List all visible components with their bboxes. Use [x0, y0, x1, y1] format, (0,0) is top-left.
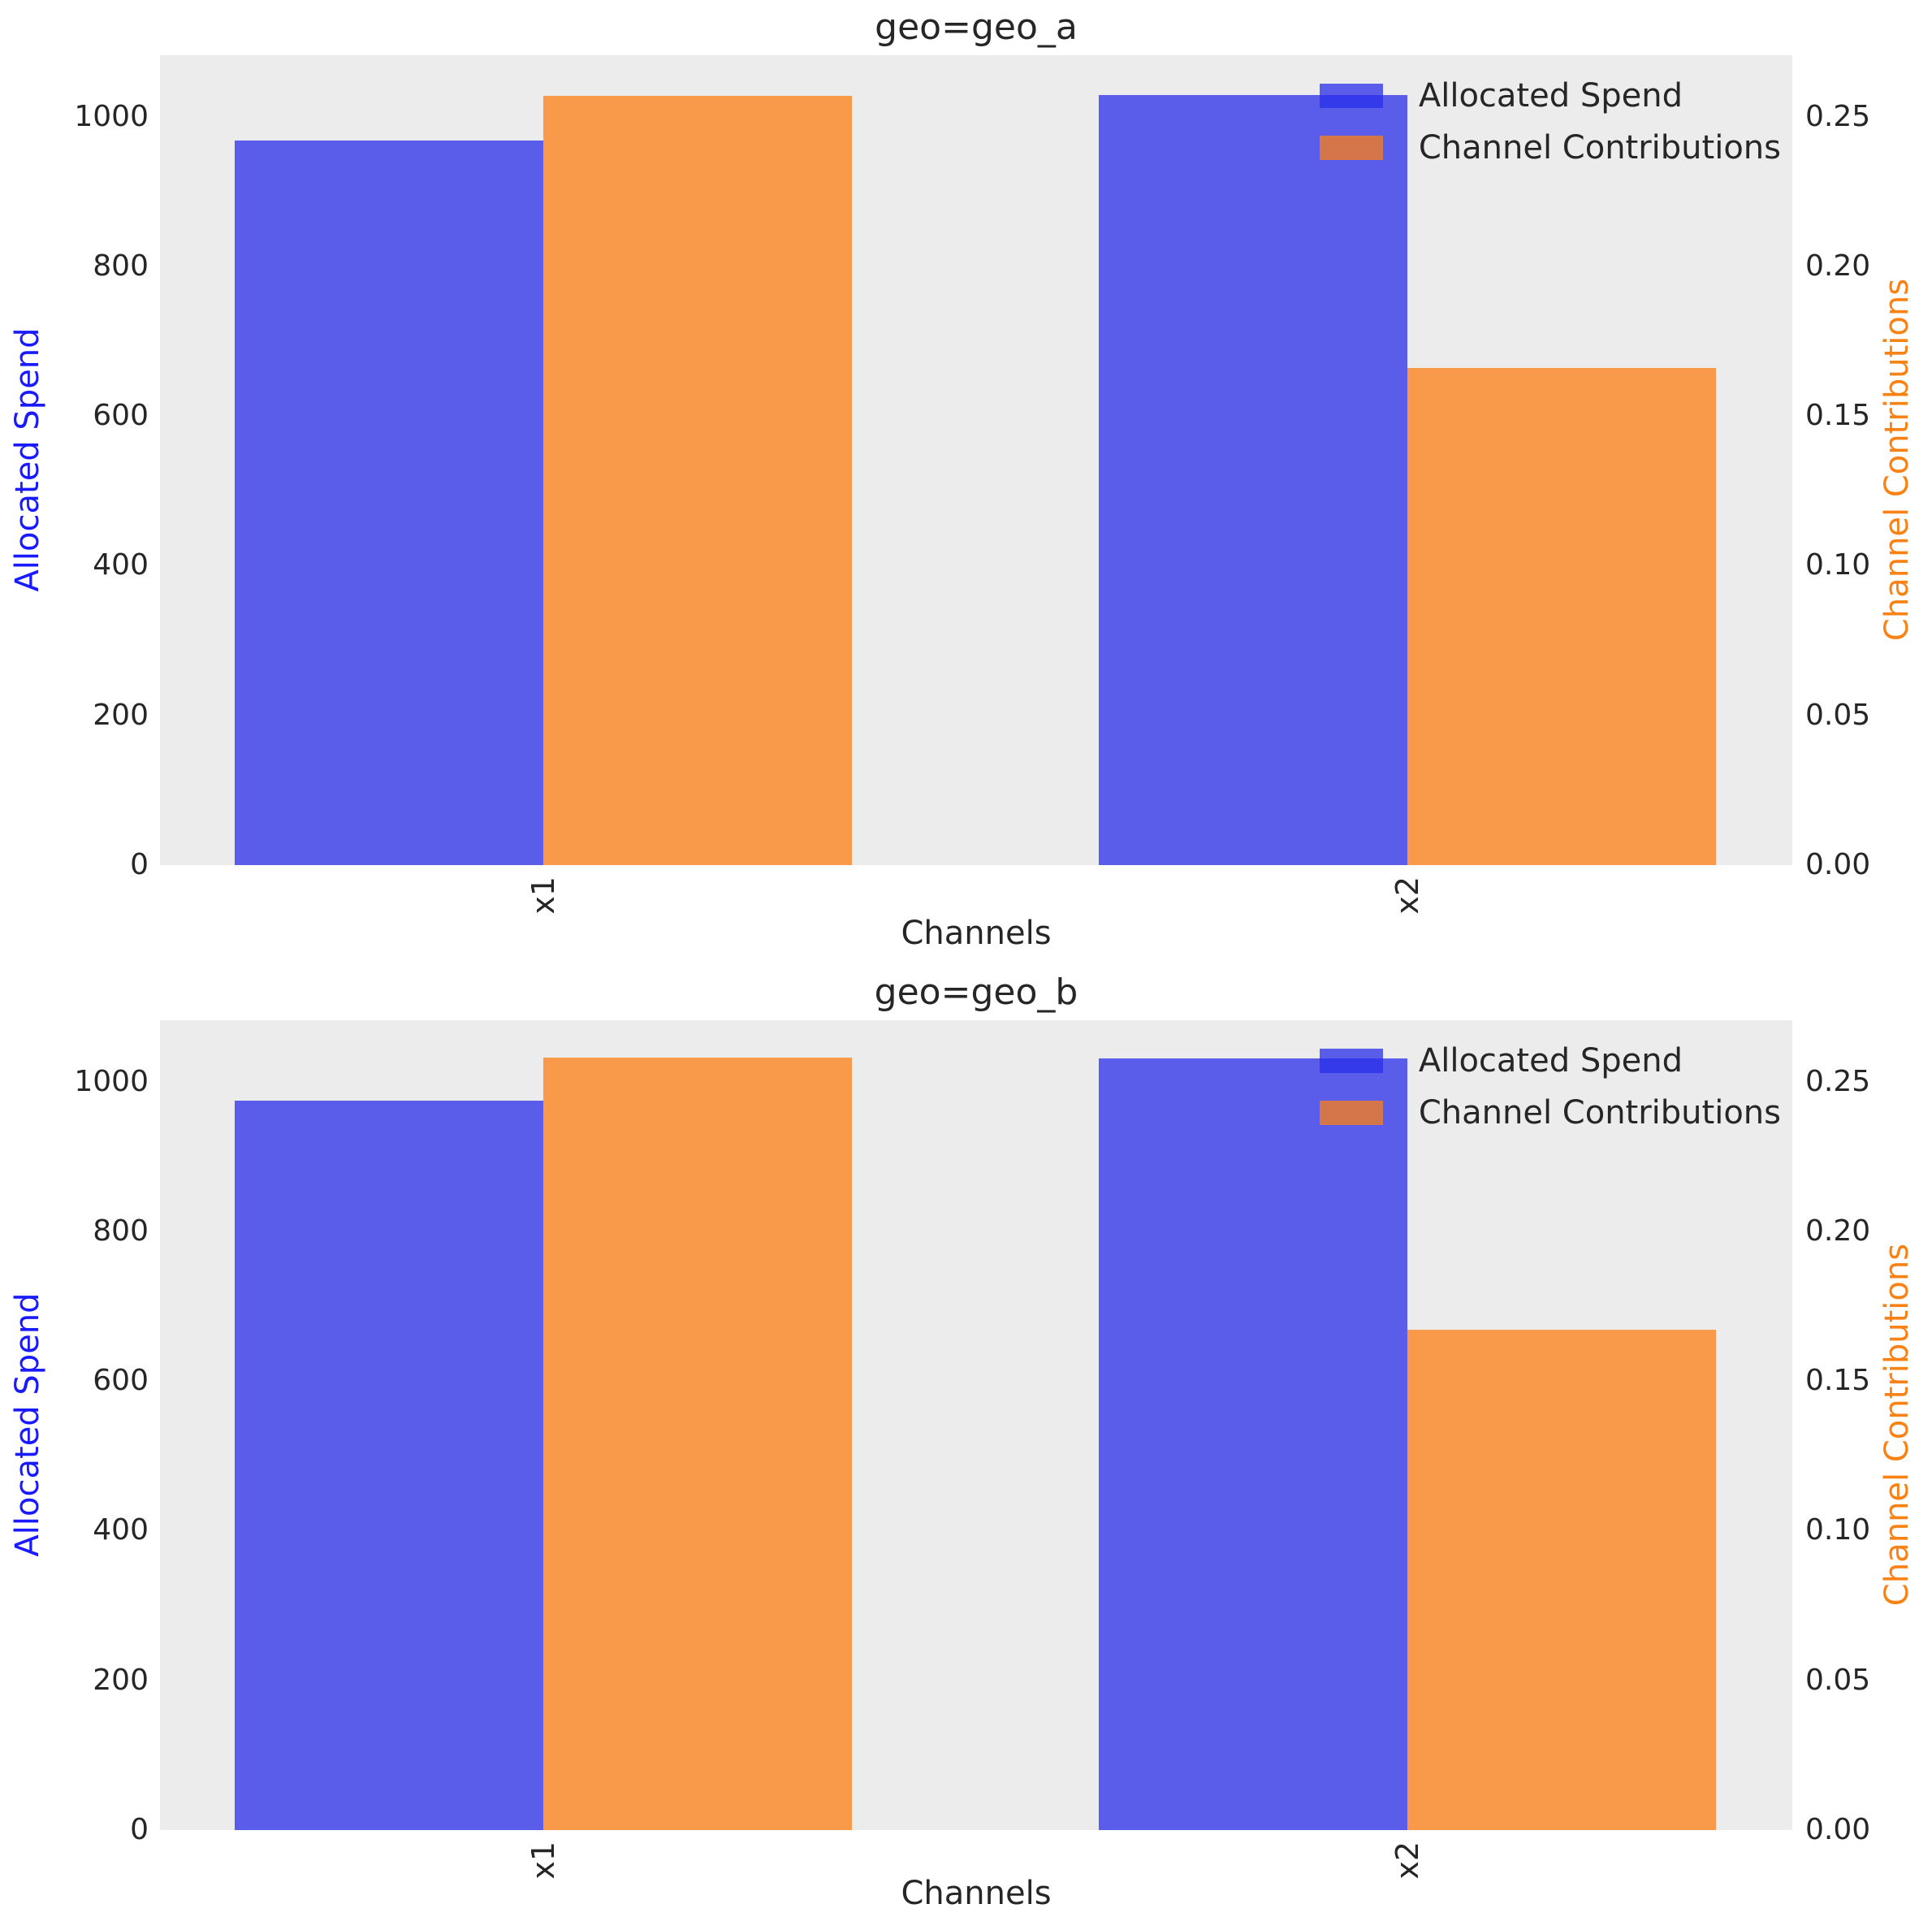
right-y-tick-label: 0.15	[1805, 1364, 1871, 1398]
left-y-tick-label: 400	[93, 548, 149, 582]
right-y-tick-label: 0.20	[1805, 1214, 1871, 1248]
legend-swatch-channel-contributions	[1319, 1101, 1383, 1125]
right-y-tick-label: 0.10	[1805, 1513, 1871, 1547]
x-tick-label-x1: x1	[525, 876, 561, 915]
left-y-tick-label: 800	[93, 249, 149, 283]
legend-item-allocated-spend: Allocated Spend	[1319, 1038, 1781, 1084]
legend: Allocated Spend Channel Contributions	[1319, 1038, 1781, 1136]
left-y-tick-label: 400	[93, 1513, 149, 1547]
legend-item-allocated-spend: Allocated Spend	[1319, 73, 1781, 119]
bar-allocated-spend-x2	[1098, 94, 1408, 865]
left-axis-label: Allocated Spend	[9, 1292, 46, 1557]
right-y-tick-label: 0.15	[1805, 399, 1871, 433]
plot-area: Allocated Spend Channel Contributions	[160, 1020, 1792, 1830]
right-y-tick-label: 0.20	[1805, 249, 1871, 283]
right-y-tick-label: 0.05	[1805, 698, 1871, 732]
left-y-tick-label: 200	[93, 698, 149, 732]
legend-label: Allocated Spend	[1418, 77, 1683, 115]
right-y-tick-label: 0.00	[1805, 848, 1871, 881]
right-y-tick-label: 0.10	[1805, 548, 1871, 582]
chart-title: geo=geo_b	[874, 971, 1078, 1013]
left-y-tick-label: 800	[93, 1214, 149, 1248]
legend-swatch-allocated-spend	[1319, 84, 1383, 108]
left-y-tick-label: 0	[130, 848, 149, 881]
left-y-tick-label: 1000	[74, 99, 149, 133]
plot-area: Allocated Spend Channel Contributions	[160, 55, 1792, 865]
right-y-tick-label: 0.00	[1805, 1813, 1871, 1846]
x-axis-label: Channels	[901, 915, 1052, 952]
bar-allocated-spend-x1	[234, 141, 543, 865]
legend-swatch-allocated-spend	[1319, 1049, 1383, 1073]
legend-label: Channel Contributions	[1418, 129, 1781, 167]
bar-allocated-spend-x1	[234, 1100, 543, 1830]
x-axis-label: Channels	[901, 1875, 1052, 1912]
bar-channel-contributions-x2	[1407, 1330, 1717, 1830]
right-y-tick-label: 0.25	[1805, 1064, 1871, 1098]
left-y-tick-label: 600	[93, 399, 149, 433]
x-tick-label-x2: x2	[1390, 876, 1426, 915]
right-axis-label: Channel Contributions	[1878, 278, 1916, 642]
right-y-tick-label: 0.25	[1805, 99, 1871, 133]
left-axis-label: Allocated Spend	[9, 327, 46, 592]
bar-channel-contributions-x1	[542, 95, 853, 865]
legend-item-channel-contributions: Channel Contributions	[1319, 125, 1781, 171]
bar-channel-contributions-x1	[542, 1058, 853, 1830]
right-y-tick-label: 0.05	[1805, 1663, 1871, 1697]
left-y-tick-label: 600	[93, 1364, 149, 1398]
left-y-tick-label: 200	[93, 1663, 149, 1697]
legend-label: Allocated Spend	[1418, 1042, 1683, 1080]
legend-label: Channel Contributions	[1418, 1094, 1781, 1132]
x-tick-label-x1: x1	[525, 1841, 561, 1880]
legend: Allocated Spend Channel Contributions	[1319, 73, 1781, 171]
legend-swatch-channel-contributions	[1319, 136, 1383, 160]
right-axis-label: Channel Contributions	[1878, 1243, 1916, 1607]
bar-allocated-spend-x2	[1098, 1058, 1408, 1830]
left-y-tick-label: 1000	[74, 1064, 149, 1098]
legend-item-channel-contributions: Channel Contributions	[1319, 1090, 1781, 1136]
chart-title: geo=geo_a	[875, 6, 1078, 48]
bar-channel-contributions-x2	[1407, 368, 1717, 865]
left-y-tick-label: 0	[130, 1813, 149, 1846]
x-tick-label-x2: x2	[1390, 1841, 1426, 1880]
